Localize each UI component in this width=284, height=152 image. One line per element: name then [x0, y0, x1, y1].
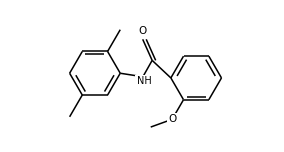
Text: NH: NH: [137, 76, 151, 86]
Text: O: O: [168, 114, 176, 124]
Text: O: O: [139, 26, 147, 36]
